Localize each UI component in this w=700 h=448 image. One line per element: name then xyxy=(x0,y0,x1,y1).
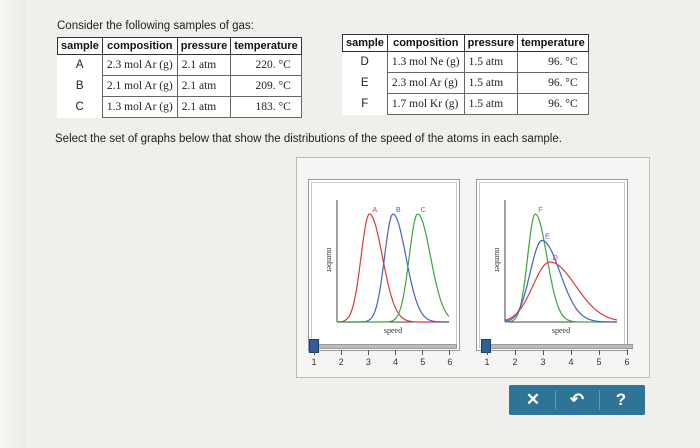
slider-tick: 2 xyxy=(508,350,522,367)
pressure-cell: 2.1 atm xyxy=(176,54,232,76)
distribution-plot-right: number speed F E D xyxy=(493,200,618,335)
composition-cell: 1.3 mol Ar (g) xyxy=(101,96,178,118)
graph-option-left[interactable]: number speed A B C xyxy=(308,179,460,351)
curve-label-e: E xyxy=(545,233,550,240)
composition-cell: 1.3 mol Ne (g) xyxy=(386,51,465,73)
composition-cell: 2.1 mol Ar (g) xyxy=(101,75,178,97)
slider-tick: 1 xyxy=(480,350,494,367)
header-sample: sample xyxy=(342,34,388,52)
pressure-cell: 2.1 atm xyxy=(176,75,232,97)
table-header-row: sample composition pressure temperature xyxy=(342,34,589,52)
composition-cell: 1.7 mol Kr (g) xyxy=(386,93,465,115)
sample-label: C xyxy=(57,96,103,118)
curve-label-f: F xyxy=(538,207,542,214)
temperature-cell: 96. °C xyxy=(517,51,589,73)
sample-label: D xyxy=(342,51,388,73)
instruction-text: Select the set of graphs below that show… xyxy=(55,133,562,145)
sample-label: A xyxy=(57,54,103,76)
samples-table-left: sample composition pressure temperature … xyxy=(57,37,302,118)
graph-answer-panel: number speed A B C 1 2 3 4 5 6 number spee… xyxy=(296,157,650,378)
header-pressure: pressure xyxy=(463,34,519,52)
header-sample: sample xyxy=(57,37,103,55)
curve-label-d: D xyxy=(553,255,558,262)
slider-track-left[interactable] xyxy=(311,344,457,349)
curve-label-c: C xyxy=(421,207,426,214)
temperature-cell: 209. °C xyxy=(230,75,302,97)
clear-button[interactable]: ✕ xyxy=(525,390,541,409)
slider-tick: 3 xyxy=(536,350,550,367)
slider-tick: 6 xyxy=(443,350,457,367)
slider-track-right[interactable] xyxy=(483,344,633,349)
slider-handle-right[interactable] xyxy=(481,339,491,353)
undo-button[interactable]: ↶ xyxy=(569,390,585,409)
y-axis-label: number xyxy=(325,248,334,273)
distribution-curve-a xyxy=(337,213,449,323)
pressure-cell: 2.1 atm xyxy=(176,96,232,118)
curve-label-a: A xyxy=(373,207,378,214)
temperature-cell: 96. °C xyxy=(517,93,589,115)
header-temperature: temperature xyxy=(230,37,302,55)
header-pressure: pressure xyxy=(176,37,232,55)
table-row: C 1.3 mol Ar (g) 2.1 atm 183. °C xyxy=(57,96,302,118)
table-row: D 1.3 mol Ne (g) 1.5 atm 96. °C xyxy=(342,51,589,73)
graph-option-right[interactable]: number speed F E D xyxy=(476,179,628,351)
table-row: F 1.7 mol Kr (g) 1.5 atm 96. °C xyxy=(342,93,589,115)
slider-tick: 5 xyxy=(592,350,606,367)
slider-tick: 2 xyxy=(334,350,348,367)
slider-tick: 4 xyxy=(389,350,403,367)
table-row: E 2.3 mol Ar (g) 1.5 atm 96. °C xyxy=(342,72,589,94)
pressure-cell: 1.5 atm xyxy=(463,93,519,115)
slider-tick: 1 xyxy=(307,350,321,367)
composition-cell: 2.3 mol Ar (g) xyxy=(101,54,178,76)
header-composition: composition xyxy=(101,37,178,55)
slider-tick: 5 xyxy=(416,350,430,367)
curve-label-b: B xyxy=(396,207,401,214)
pressure-cell: 1.5 atm xyxy=(463,51,519,73)
divider xyxy=(555,390,556,410)
temperature-cell: 96. °C xyxy=(517,72,589,94)
sample-label: E xyxy=(342,72,388,94)
distribution-curve-d xyxy=(504,261,618,321)
action-bar: ✕ ↶ ? xyxy=(509,385,645,415)
slider-ticks-right: 1 2 3 4 5 6 xyxy=(480,350,634,367)
sample-label: F xyxy=(342,93,388,115)
intro-text: Consider the following samples of gas: xyxy=(57,20,254,32)
distribution-curve-e xyxy=(504,239,617,323)
table-row: A 2.3 mol Ar (g) 2.1 atm 220. °C xyxy=(57,54,302,76)
help-button[interactable]: ? xyxy=(615,390,627,409)
temperature-cell: 183. °C xyxy=(230,96,302,118)
table-header-row: sample composition pressure temperature xyxy=(57,37,302,55)
header-composition: composition xyxy=(386,34,465,52)
samples-table-right: sample composition pressure temperature … xyxy=(342,34,589,115)
slider-tick: 3 xyxy=(361,350,375,367)
sample-label: B xyxy=(57,75,103,97)
header-temperature: temperature xyxy=(517,34,589,52)
slider-ticks-left: 1 2 3 4 5 6 xyxy=(307,350,457,367)
x-axis-label: speed xyxy=(552,326,570,335)
y-axis-label: number xyxy=(493,248,502,273)
pressure-cell: 1.5 atm xyxy=(463,72,519,94)
divider xyxy=(599,390,600,410)
composition-cell: 2.3 mol Ar (g) xyxy=(386,72,465,94)
slider-tick: 4 xyxy=(564,350,578,367)
x-axis-label: speed xyxy=(384,326,402,335)
slider-tick: 6 xyxy=(620,350,634,367)
left-margin-strip xyxy=(0,0,26,448)
table-row: B 2.1 mol Ar (g) 2.1 atm 209. °C xyxy=(57,75,302,97)
temperature-cell: 220. °C xyxy=(230,54,302,76)
distribution-plot-left: number speed A B C xyxy=(325,200,450,335)
distribution-curve-c xyxy=(337,213,450,323)
